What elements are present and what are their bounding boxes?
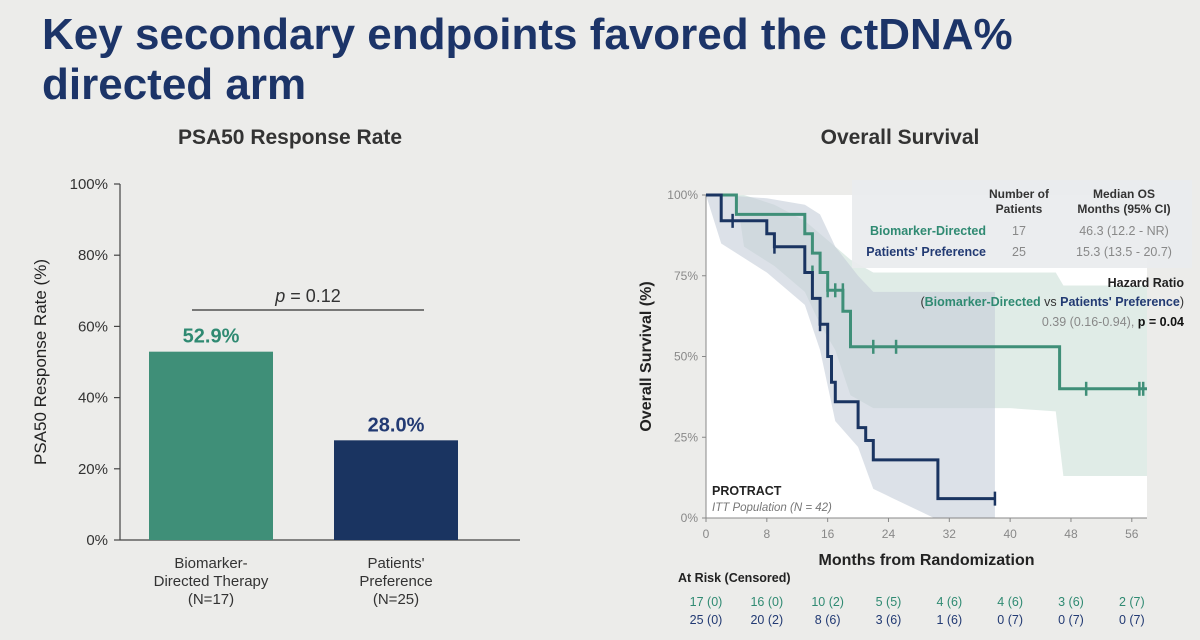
hr-value: 0.39 (0.16-0.94), (1042, 315, 1138, 329)
study-population: ITT Population (N = 42) (712, 502, 832, 514)
p-value-rest: = 0.12 (285, 286, 341, 306)
at-risk-cell: 16 (0) (750, 595, 783, 609)
bar-category-label: Preference (359, 573, 432, 590)
stats-header-median: Median OS (1093, 187, 1155, 201)
bar-value-label: 28.0% (368, 414, 425, 436)
km-y-tick-label: 0% (681, 511, 699, 525)
bar-chart-title: PSA50 Response Rate (177, 126, 403, 149)
bar-y-tick-label: 40% (78, 390, 108, 407)
bar-1 (334, 440, 458, 540)
km-x-tick-label: 48 (1064, 527, 1078, 541)
stats-header-patients: Patients (996, 202, 1043, 216)
at-risk-cell: 25 (0) (690, 613, 723, 627)
stats-row-label: Patients' Preference (866, 245, 986, 259)
stats-row-median: 15.3 (13.5 - 20.7) (1076, 245, 1172, 259)
psa50-bar-chart: 0% 20% 40% 60% 80% 100% PSA50 Response Rate (%… (31, 176, 520, 608)
km-x-axis-title: Months from Randomization (819, 552, 1035, 569)
bar-y-tick-label: 100% (70, 176, 108, 193)
bar-category-label: (N=17) (188, 591, 234, 608)
km-stats-box (852, 180, 1192, 268)
hr-arm1: Biomarker-Directed (925, 295, 1041, 309)
hazard-ratio-value: 0.39 (0.16-0.94), p = 0.04 (1042, 315, 1184, 329)
at-risk-cell: 10 (2) (811, 595, 844, 609)
bar-y-tick-label: 80% (78, 247, 108, 264)
stats-row-median: 46.3 (12.2 - NR) (1079, 224, 1169, 238)
km-y-tick-label: 50% (674, 350, 698, 364)
km-y-tick-label: 100% (667, 188, 698, 202)
hr-p: p = 0.04 (1138, 315, 1184, 329)
km-y-tick-label: 25% (674, 430, 698, 444)
p-value-label: p = 0.12 (274, 286, 341, 306)
stats-row-n: 17 (1012, 224, 1026, 238)
at-risk-cell: 1 (6) (936, 613, 962, 627)
km-y-tick-label: 75% (674, 269, 698, 283)
stats-row-n: 25 (1012, 245, 1026, 259)
hr-arm2: Patients' Preference (1060, 295, 1180, 309)
hr-open: ( (920, 295, 925, 309)
at-risk-cell: 0 (7) (1058, 613, 1084, 627)
study-name: PROTRACT (712, 484, 782, 498)
bar-category-label: (N=25) (373, 591, 419, 608)
bar-value-label: 52.9% (183, 326, 240, 348)
bar-category-label: Biomarker- (174, 555, 247, 572)
at-risk-cell: 0 (7) (997, 613, 1023, 627)
km-y-axis-title: Overall Survival (%) (638, 281, 655, 431)
at-risk-cell: 5 (5) (876, 595, 902, 609)
hr-vs: vs (1041, 295, 1060, 309)
km-x-tick-label: 16 (821, 527, 835, 541)
stats-header-patients: Number of (989, 187, 1050, 201)
at-risk-cell: 4 (6) (936, 595, 962, 609)
at-risk-cell: 20 (2) (750, 613, 783, 627)
at-risk-cell: 8 (6) (815, 613, 841, 627)
slide-title: Key secondary endpoints favored the ctDN… (42, 10, 1013, 109)
at-risk-cell: 17 (0) (690, 595, 723, 609)
bar-category-label: Directed Therapy (154, 573, 269, 590)
km-x-tick-label: 8 (763, 527, 770, 541)
bar-y-tick-label: 60% (78, 318, 108, 335)
bar-y-axis-title: PSA50 Response Rate (%) (31, 259, 50, 465)
hazard-ratio-comparison: (Biomarker-Directed vs Patients' Prefere… (920, 295, 1184, 309)
stats-header-median: Months (95% CI) (1077, 202, 1170, 216)
stats-row-label: Biomarker-Directed (870, 224, 986, 238)
km-curve-1 (706, 193, 995, 501)
at-risk-title: At Risk (Censored) (678, 571, 791, 585)
at-risk-cell: 2 (7) (1119, 595, 1145, 609)
km-curve-0 (706, 193, 1147, 391)
km-chart-title: Overall Survival (820, 126, 980, 149)
bar-y-tick-label: 0% (86, 532, 108, 549)
at-risk-cell: 3 (6) (1058, 595, 1084, 609)
km-x-tick-label: 40 (1003, 527, 1017, 541)
hr-close: ) (1180, 295, 1184, 309)
hazard-ratio-title: Hazard Ratio (1108, 276, 1185, 290)
at-risk-cell: 3 (6) (876, 613, 902, 627)
km-x-tick-label: 24 (882, 527, 896, 541)
at-risk-cell: 0 (7) (1119, 613, 1145, 627)
bar-0 (149, 351, 273, 540)
p-value-italic: p (274, 286, 285, 306)
km-x-tick-label: 56 (1125, 527, 1139, 541)
km-x-tick-label: 32 (943, 527, 957, 541)
km-x-tick-label: 0 (703, 527, 710, 541)
bar-category-label: Patients' (367, 555, 424, 572)
km-ci-band-1 (706, 195, 995, 518)
at-risk-cell: 4 (6) (997, 595, 1023, 609)
bar-y-tick-label: 20% (78, 461, 108, 478)
